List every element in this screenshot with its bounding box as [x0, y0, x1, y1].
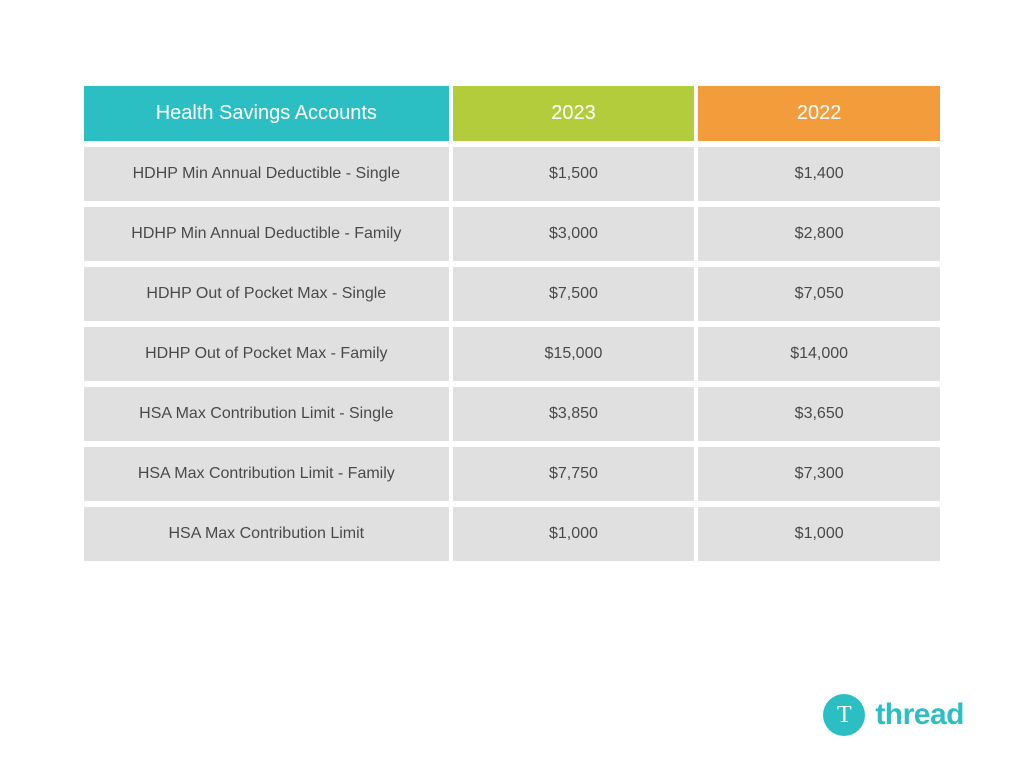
- table-row: HSA Max Contribution Limit - Family $7,7…: [84, 447, 940, 501]
- row-value-2023: $15,000: [453, 327, 695, 381]
- brand-logo: T thread: [823, 694, 964, 736]
- row-value-2023: $3,000: [453, 207, 695, 261]
- column-header-2022: 2022: [698, 86, 940, 141]
- column-header-label: Health Savings Accounts: [84, 86, 449, 141]
- row-value-2022: $14,000: [698, 327, 940, 381]
- hsa-comparison-table: Health Savings Accounts 2023 2022 HDHP M…: [80, 80, 944, 567]
- table-row: HSA Max Contribution Limit $1,000 $1,000: [84, 507, 940, 561]
- row-label: HSA Max Contribution Limit: [84, 507, 449, 561]
- logo-circle-icon: T: [823, 694, 865, 736]
- row-value-2022: $2,800: [698, 207, 940, 261]
- row-label: HDHP Min Annual Deductible - Family: [84, 207, 449, 261]
- table-row: HDHP Min Annual Deductible - Single $1,5…: [84, 147, 940, 201]
- row-label: HDHP Min Annual Deductible - Single: [84, 147, 449, 201]
- row-value-2023: $3,850: [453, 387, 695, 441]
- row-value-2022: $1,400: [698, 147, 940, 201]
- table-row: HDHP Out of Pocket Max - Family $15,000 …: [84, 327, 940, 381]
- table-row: HDHP Min Annual Deductible - Family $3,0…: [84, 207, 940, 261]
- row-value-2023: $1,000: [453, 507, 695, 561]
- row-value-2023: $1,500: [453, 147, 695, 201]
- logo-letter: T: [837, 702, 852, 729]
- row-value-2022: $1,000: [698, 507, 940, 561]
- row-label: HSA Max Contribution Limit - Single: [84, 387, 449, 441]
- row-value-2022: $7,300: [698, 447, 940, 501]
- column-header-2023: 2023: [453, 86, 695, 141]
- row-value-2023: $7,500: [453, 267, 695, 321]
- comparison-table-container: Health Savings Accounts 2023 2022 HDHP M…: [0, 0, 1024, 567]
- row-label: HSA Max Contribution Limit - Family: [84, 447, 449, 501]
- table-row: HSA Max Contribution Limit - Single $3,8…: [84, 387, 940, 441]
- table-row: HDHP Out of Pocket Max - Single $7,500 $…: [84, 267, 940, 321]
- table-body: HDHP Min Annual Deductible - Single $1,5…: [84, 147, 940, 561]
- row-value-2022: $3,650: [698, 387, 940, 441]
- row-value-2022: $7,050: [698, 267, 940, 321]
- table-header-row: Health Savings Accounts 2023 2022: [84, 86, 940, 141]
- row-value-2023: $7,750: [453, 447, 695, 501]
- row-label: HDHP Out of Pocket Max - Single: [84, 267, 449, 321]
- row-label: HDHP Out of Pocket Max - Family: [84, 327, 449, 381]
- logo-text: thread: [875, 698, 964, 732]
